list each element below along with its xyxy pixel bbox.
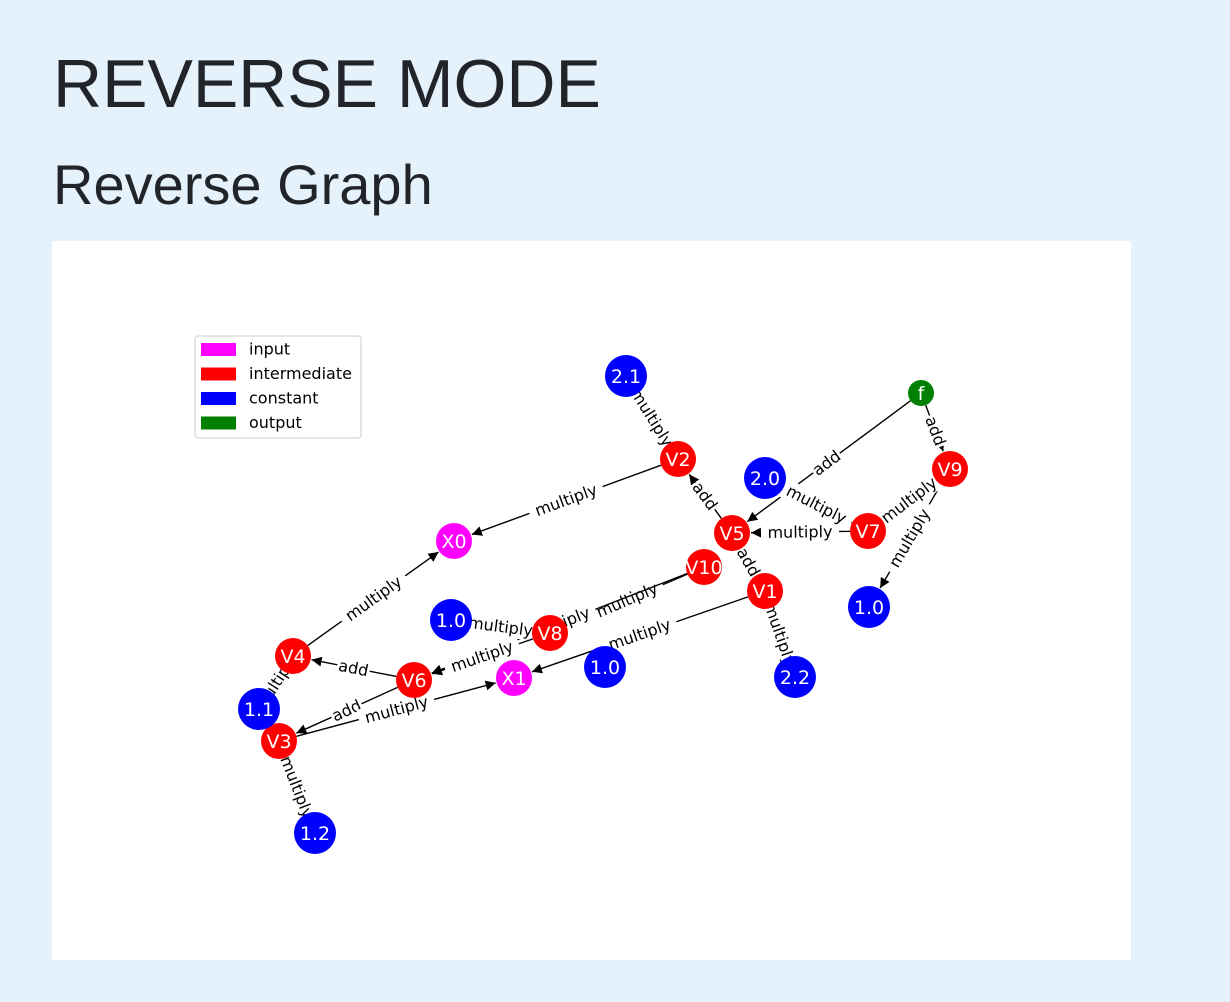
legend-swatch-input	[201, 343, 236, 356]
node-label-V5: V5	[719, 523, 744, 545]
node-label-c22: 2.2	[780, 667, 810, 689]
legend-label-output: output	[249, 413, 302, 432]
node-label-c10a: 1.0	[436, 610, 466, 632]
page-title: REVERSE MODE	[53, 46, 601, 122]
node-V6: V6	[396, 662, 432, 698]
svg-text:add: add	[688, 478, 721, 514]
svg-text:multiply: multiply	[342, 572, 406, 625]
node-label-c12: 1.2	[300, 823, 330, 845]
node-label-V10: V10	[685, 557, 722, 579]
node-V3: V3	[261, 723, 297, 759]
svg-text:multiply: multiply	[276, 753, 317, 820]
legend-label-constant: constant	[249, 389, 319, 408]
legend-label-intermediate: intermediate	[249, 364, 352, 383]
node-V8: V8	[532, 615, 568, 651]
svg-text:multiply: multiply	[593, 578, 660, 621]
node-f: f	[908, 380, 934, 406]
node-V4: V4	[275, 638, 311, 674]
edge-label-V8-c10a: multiply	[460, 611, 541, 642]
edge-label-V10-V8: multiply	[587, 575, 667, 625]
edge-label-f-V5: add	[807, 445, 846, 481]
node-X1: X1	[496, 660, 532, 696]
legend: input intermediate constant output	[194, 335, 362, 439]
node-V9: V9	[932, 451, 968, 487]
svg-text:multiply: multiply	[467, 613, 534, 640]
nodes-layer: f V9 V7 V5 V2 V10 V1 V8 V6 V4 V3 X0 X1 2.1 2.0 1.0 1.0 1.…	[238, 355, 968, 854]
node-label-V7: V7	[855, 521, 880, 543]
node-label-X0: X0	[441, 531, 466, 553]
node-V1: V1	[747, 573, 783, 609]
node-label-V2: V2	[665, 449, 690, 471]
edge-label-V6-V4: add	[335, 654, 372, 682]
svg-text:multiply: multiply	[783, 481, 849, 528]
node-label-V6: V6	[401, 670, 426, 692]
svg-text:multiply: multiply	[363, 692, 431, 727]
node-c12: 1.2	[294, 812, 336, 854]
svg-text:multiply: multiply	[532, 480, 600, 520]
node-c10b: 1.0	[584, 646, 626, 688]
node-label-f: f	[918, 383, 926, 405]
node-c11: 1.1	[238, 688, 280, 730]
edges-layer: addaddmultiplymultiplymultiplymultiplyad…	[246, 379, 951, 827]
node-V7: V7	[850, 513, 886, 549]
node-label-V9: V9	[937, 459, 962, 481]
node-label-V3: V3	[266, 731, 291, 753]
node-label-c10b: 1.0	[590, 657, 620, 679]
node-label-X1: X1	[501, 668, 526, 690]
node-label-c20: 2.0	[750, 468, 780, 490]
svg-text:add: add	[337, 656, 370, 680]
edge-label-V2-X0: multiply	[525, 477, 607, 523]
node-V10: V10	[685, 549, 723, 585]
edge-label-V4-X0: multiply	[335, 567, 412, 630]
node-label-c11: 1.1	[244, 699, 274, 721]
node-V2: V2	[660, 441, 696, 477]
svg-text:add: add	[921, 414, 949, 449]
node-c10a: 1.0	[430, 599, 472, 641]
node-c20: 2.0	[744, 457, 786, 499]
edge-label-f-V9: add	[920, 412, 951, 450]
edge-label-V5-V2: add	[687, 476, 723, 516]
node-label-c21: 2.1	[611, 366, 641, 388]
node-X0: X0	[436, 523, 472, 559]
node-c21: 2.1	[605, 355, 647, 397]
legend-swatch-constant	[201, 392, 236, 405]
node-c10c: 1.0	[848, 586, 890, 628]
node-label-V4: V4	[280, 646, 305, 668]
legend-label-input: input	[249, 340, 290, 359]
graph-figure: add add multiply multiply multiply multiply ad…	[52, 241, 1131, 960]
page-subtitle: Reverse Graph	[53, 153, 433, 216]
legend-frame	[194, 335, 362, 439]
svg-text:multiply: multiply	[767, 522, 832, 542]
edge-label-V3-X1: multiply	[356, 689, 437, 730]
reverse-graph-diagram: addaddmultiplymultiplymultiplymultiplyad…	[194, 335, 968, 854]
svg-text:add: add	[809, 446, 845, 479]
node-label-V8: V8	[537, 623, 562, 645]
svg-text:multiply: multiply	[606, 615, 674, 654]
node-label-V1: V1	[752, 581, 777, 603]
node-label-c10c: 1.0	[854, 597, 884, 619]
node-V5: V5	[714, 515, 750, 551]
edge-label-V7-V5: multiply	[760, 521, 840, 543]
legend-swatch-output	[201, 416, 236, 430]
node-c22: 2.2	[774, 656, 816, 698]
legend-swatch-intermediate	[201, 367, 236, 381]
